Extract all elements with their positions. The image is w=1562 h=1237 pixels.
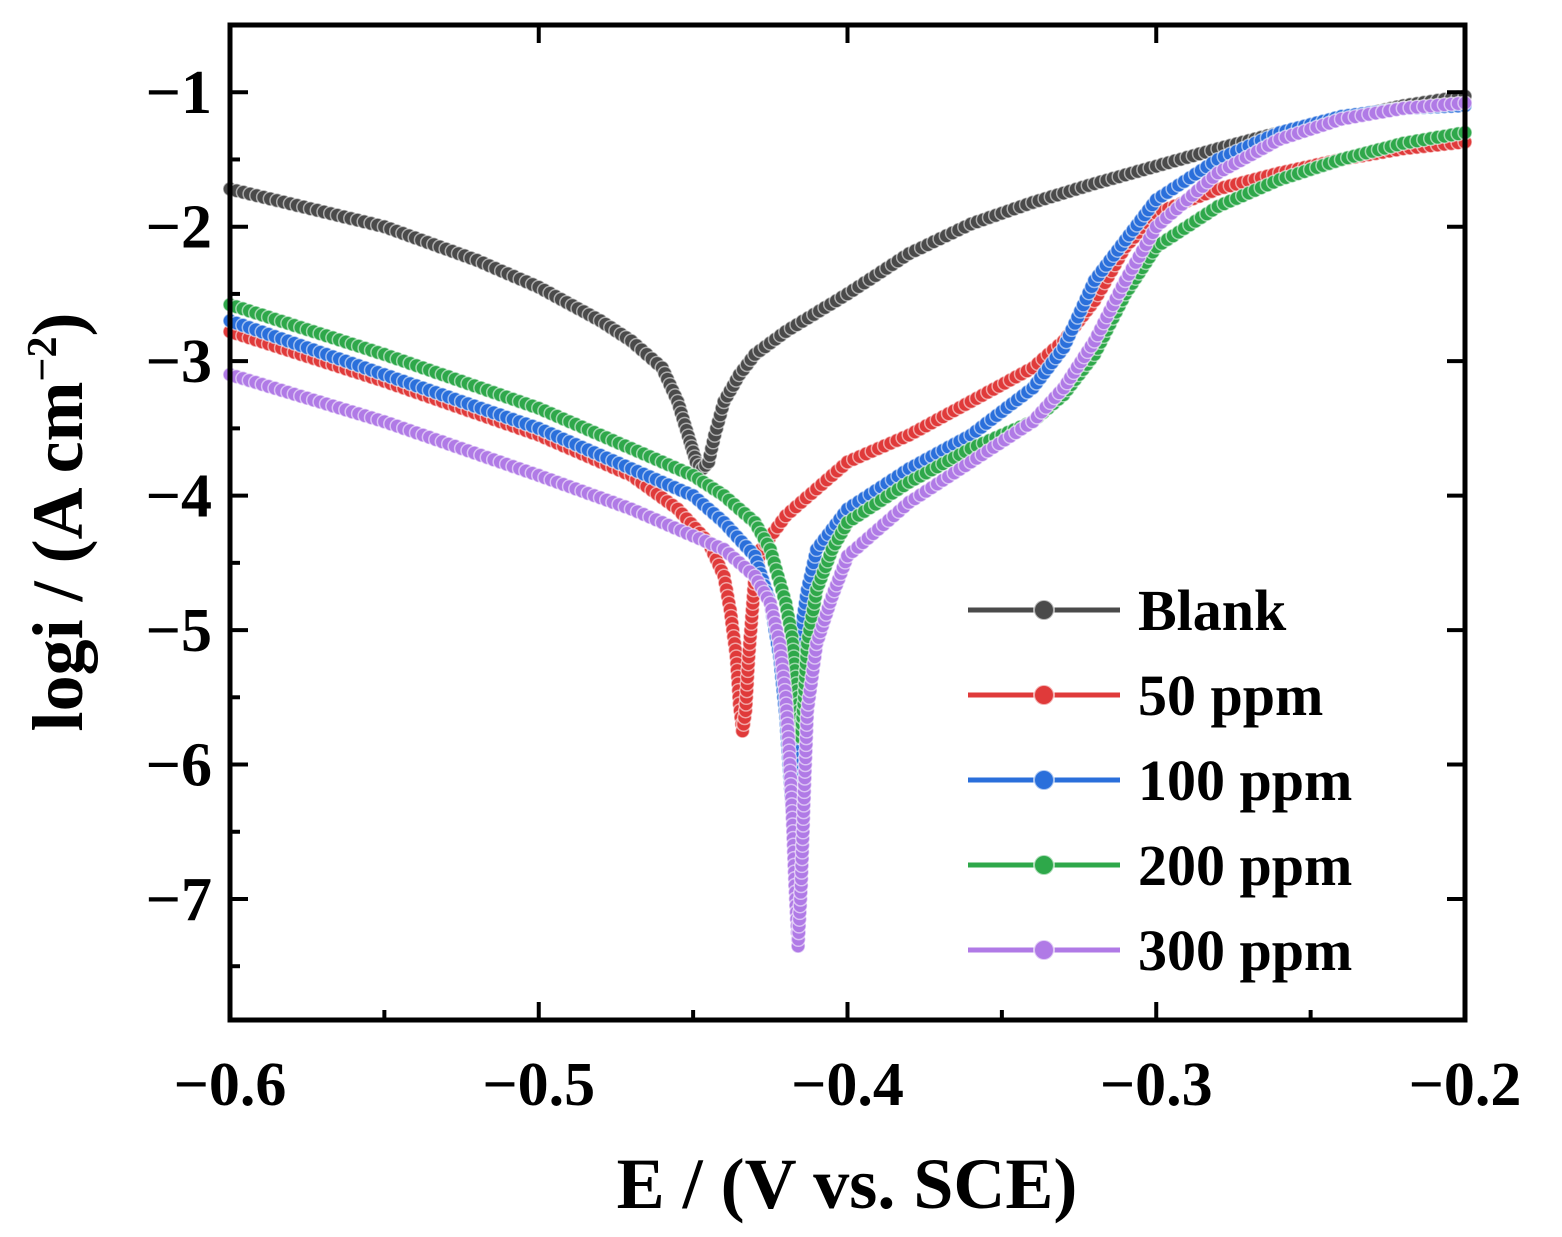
y-tick-label: −1 bbox=[146, 59, 212, 127]
y-axis-title-close: ) bbox=[18, 313, 98, 337]
y-axis-title-superscript: −2 bbox=[20, 337, 66, 382]
series-layer bbox=[222, 88, 1473, 954]
legend-swatch-marker bbox=[1033, 599, 1055, 621]
y-tick-label: −6 bbox=[146, 732, 212, 800]
x-tick-label: −0.4 bbox=[791, 1051, 904, 1119]
x-tick-label: −0.2 bbox=[1409, 1051, 1522, 1119]
legend-label: 100 ppm bbox=[1138, 748, 1352, 813]
legend-swatch-marker bbox=[1033, 684, 1055, 706]
legend-swatch-marker bbox=[1033, 854, 1055, 876]
legend-swatch-marker bbox=[1033, 769, 1055, 791]
y-tick-label: −3 bbox=[146, 328, 212, 396]
series-blank bbox=[222, 88, 1473, 477]
legend-item: 200 ppm bbox=[968, 833, 1352, 898]
legend-label: 200 ppm bbox=[1138, 833, 1352, 898]
legend-label: 300 ppm bbox=[1138, 918, 1352, 983]
legend-item: 300 ppm bbox=[968, 918, 1352, 983]
x-tick-label: −0.6 bbox=[174, 1051, 287, 1119]
y-tick-label: −2 bbox=[146, 194, 212, 262]
legend: Blank 50 ppm 100 ppm 200 ppm 300 ppm bbox=[968, 578, 1352, 983]
series-line bbox=[229, 93, 1466, 472]
series-300-ppm bbox=[222, 95, 1473, 954]
y-tick-label: −7 bbox=[146, 866, 212, 934]
legend-label: Blank bbox=[1138, 578, 1287, 643]
x-tick-label: −0.3 bbox=[1100, 1051, 1213, 1119]
legend-label: 50 ppm bbox=[1138, 663, 1323, 728]
x-axis-title: E / (V vs. SCE) bbox=[617, 1144, 1078, 1224]
legend-item: 100 ppm bbox=[968, 748, 1352, 813]
y-tick-label: −4 bbox=[146, 463, 212, 531]
x-tick-label: −0.5 bbox=[482, 1051, 595, 1119]
y-axis-title: logi / (A cm−2) bbox=[18, 313, 98, 732]
legend-item: Blank bbox=[968, 578, 1287, 643]
y-tick-label: −5 bbox=[146, 597, 212, 665]
legend-item: 50 ppm bbox=[968, 663, 1323, 728]
y-axis-title-main: logi / (A cm bbox=[18, 381, 98, 731]
legend-swatch-marker bbox=[1033, 939, 1055, 961]
axis-layer: −0.6 −0.5 −0.4 −0.3 −0.2 −1 −2 −3 −4 −5 −6 −7 bbox=[146, 23, 1522, 1119]
